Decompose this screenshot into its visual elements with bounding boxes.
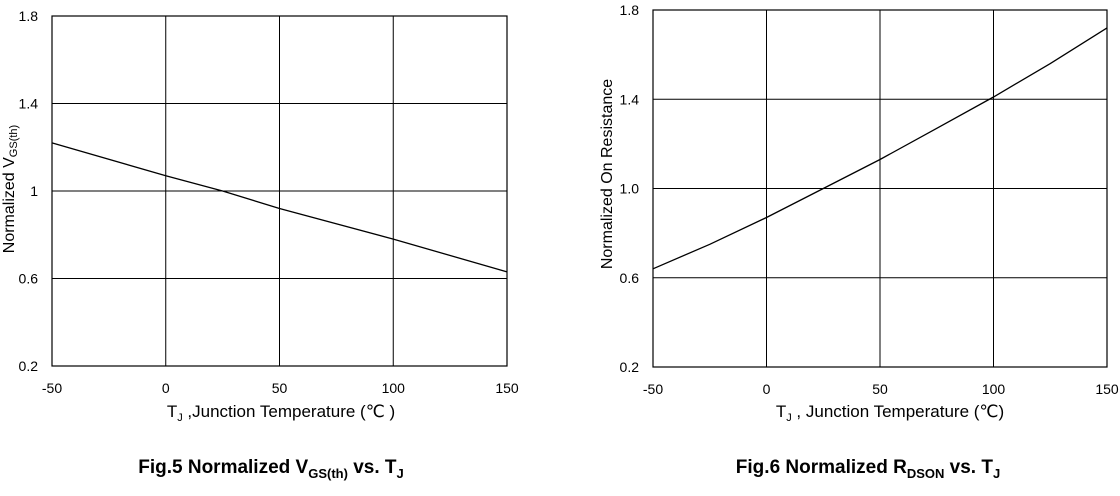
- y-tick-label: 0.6: [19, 271, 39, 287]
- text-part: T: [167, 402, 177, 421]
- text-part: Normalized V: [1, 157, 18, 253]
- x-tick-label: 100: [382, 380, 406, 396]
- x-axis-label: TJ ,Junction Temperature (℃ ): [167, 402, 395, 424]
- text-part: vs. T: [348, 457, 397, 478]
- text-part: ,Junction Temperature (℃ ): [183, 402, 395, 421]
- y-tick-label: 0.6: [620, 270, 640, 286]
- subscript: J: [177, 412, 183, 424]
- figure-caption: Fig.5 Normalized VGS(th) vs. TJ: [138, 457, 404, 481]
- y-tick-label: 0.2: [620, 359, 640, 375]
- subscript: J: [397, 466, 404, 481]
- x-tick-label: -50: [42, 380, 62, 396]
- x-axis-label: TJ , Junction Temperature (℃): [776, 402, 1004, 424]
- text-part: , Junction Temperature (℃): [792, 402, 1004, 421]
- text-part: Normalized On Resistance: [599, 79, 616, 269]
- x-tick-label: 150: [1095, 381, 1119, 397]
- x-tick-label: -50: [643, 381, 663, 397]
- y-tick-label: 1.0: [620, 181, 640, 197]
- subscript: J: [993, 466, 1000, 481]
- subscript: J: [786, 412, 792, 424]
- x-tick-label: 50: [272, 380, 288, 396]
- figure-caption: Fig.6 Normalized RDSON vs. TJ: [736, 457, 1000, 481]
- y-tick-label: 1.8: [620, 2, 640, 18]
- text-part: Fig.6 Normalized R: [736, 457, 907, 478]
- series-line: [652, 27, 1108, 270]
- y-tick-label: 1.8: [19, 8, 39, 24]
- x-tick-label: 150: [495, 380, 519, 396]
- y-tick-label: 1.4: [19, 96, 39, 112]
- text-part: Fig.5 Normalized V: [138, 457, 308, 478]
- text-part: T: [776, 402, 786, 421]
- x-tick-label: 100: [982, 381, 1006, 397]
- plot-frame: [51, 15, 508, 367]
- x-tick-label: 0: [763, 381, 771, 397]
- series-line: [51, 142, 508, 273]
- x-tick-label: 0: [162, 380, 170, 396]
- y-axis-label: Normalized On Resistance: [599, 79, 616, 269]
- y-tick-label: 1: [30, 183, 38, 199]
- y-tick-label: 1.4: [620, 91, 640, 107]
- subscript: DSON: [907, 466, 945, 481]
- y-tick-label: 0.2: [19, 358, 39, 374]
- text-part: vs. T: [944, 457, 993, 478]
- x-tick-label: 50: [872, 381, 888, 397]
- subscript: GS(th): [8, 125, 20, 157]
- y-axis-label: Normalized VGS(th): [1, 125, 20, 253]
- subscript: GS(th): [308, 466, 348, 481]
- plot-frame: [652, 9, 1108, 368]
